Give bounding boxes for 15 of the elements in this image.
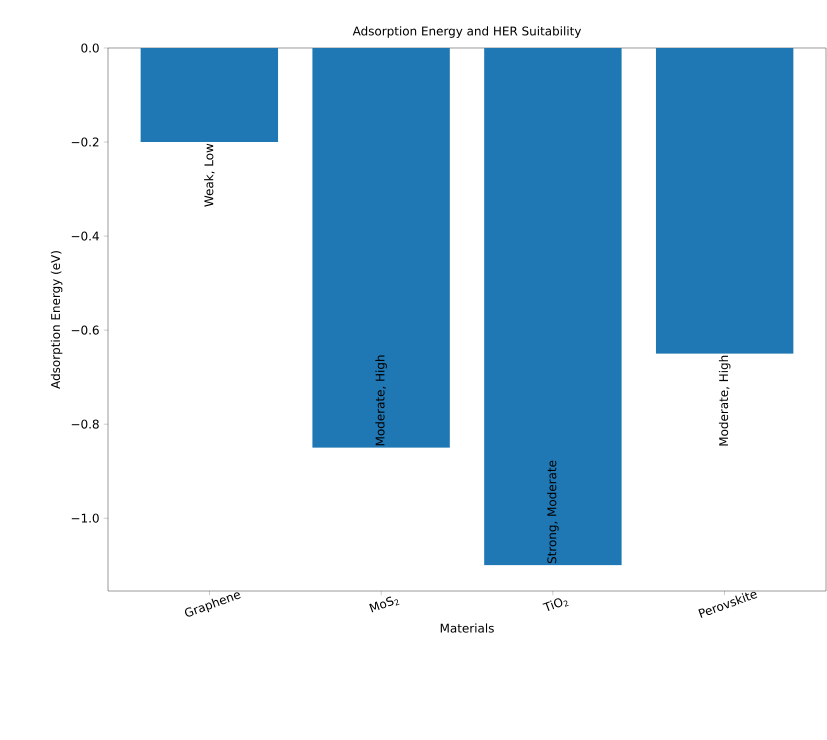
y-tick-label: 0.0 xyxy=(81,43,99,53)
y-tick-label: −0.6 xyxy=(72,326,99,335)
y-tick-label: −1.0 xyxy=(72,514,99,523)
annotation: Moderate, High xyxy=(375,355,387,446)
x-tick-label: MoS$_{2}$ xyxy=(369,596,400,612)
annotation: Moderate, High xyxy=(718,356,730,446)
annotation: Weak, Low xyxy=(204,144,215,207)
annotation: Strong, Moderate xyxy=(547,460,559,564)
chart-title: Adsorption Energy and HER Suitability xyxy=(352,26,582,38)
y-tick-label: −0.4 xyxy=(72,232,99,241)
y-tick-label: −0.8 xyxy=(72,420,99,429)
x-tick-label: TiO$_{2}$ xyxy=(542,598,569,611)
y-axis-title: Adsorption Energy (eV) xyxy=(50,251,62,389)
y-tick-label: −0.2 xyxy=(72,137,98,147)
x-axis-title: Materials xyxy=(440,623,494,633)
